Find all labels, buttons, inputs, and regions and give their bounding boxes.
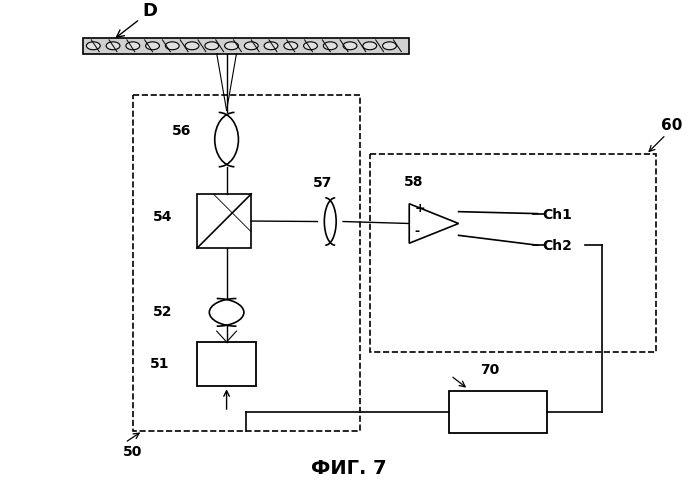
Text: 51: 51 <box>150 357 169 371</box>
Ellipse shape <box>284 42 298 50</box>
Ellipse shape <box>166 42 179 50</box>
Text: +: + <box>415 202 425 215</box>
Text: D: D <box>117 2 158 37</box>
Bar <box>83 38 409 54</box>
Ellipse shape <box>363 42 377 50</box>
Text: 52: 52 <box>152 305 172 319</box>
Ellipse shape <box>126 42 140 50</box>
Ellipse shape <box>106 42 120 50</box>
Ellipse shape <box>264 42 278 50</box>
Text: 60: 60 <box>661 118 682 133</box>
Text: 57: 57 <box>312 176 332 190</box>
Text: -: - <box>415 225 419 238</box>
Bar <box>197 342 257 386</box>
Ellipse shape <box>87 42 100 50</box>
Text: 54: 54 <box>152 210 172 224</box>
Text: 56: 56 <box>172 124 192 138</box>
Bar <box>449 391 547 433</box>
Ellipse shape <box>185 42 199 50</box>
Text: 70: 70 <box>480 363 500 376</box>
Ellipse shape <box>224 42 238 50</box>
Text: 58: 58 <box>404 175 424 189</box>
Ellipse shape <box>303 42 317 50</box>
Text: ФИГ. 7: ФИГ. 7 <box>311 459 387 478</box>
Text: Ch1: Ch1 <box>542 207 572 221</box>
Ellipse shape <box>205 42 219 50</box>
Ellipse shape <box>324 42 337 50</box>
Polygon shape <box>409 204 459 243</box>
Text: Ch2: Ch2 <box>542 239 572 253</box>
Bar <box>197 194 251 248</box>
Ellipse shape <box>382 42 396 50</box>
Text: 50: 50 <box>123 445 143 458</box>
Ellipse shape <box>245 42 258 50</box>
Ellipse shape <box>145 42 159 50</box>
Ellipse shape <box>343 42 357 50</box>
